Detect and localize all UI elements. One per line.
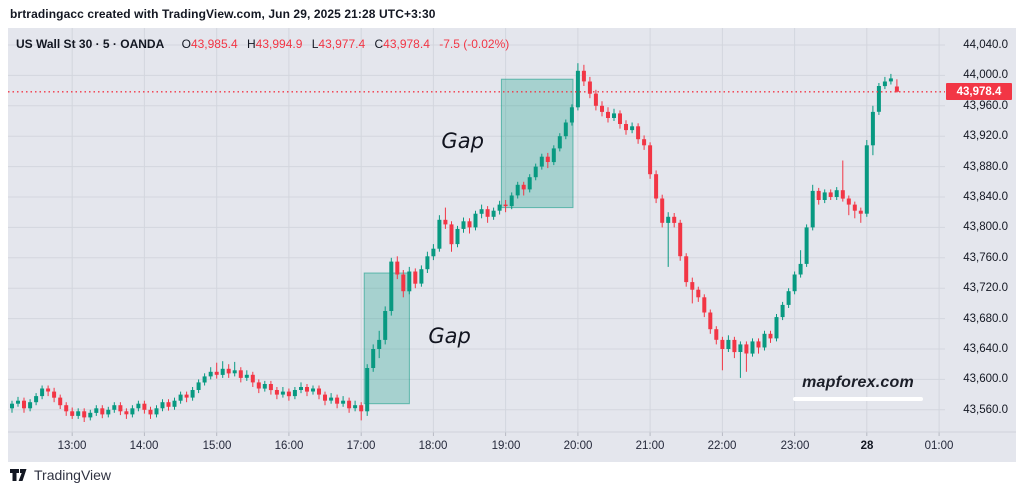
open-label: O: [181, 37, 191, 51]
close-label: C: [374, 37, 384, 51]
change-value: -7.5 (-0.02%): [439, 37, 510, 51]
price-tick-label: 43,840.0: [963, 191, 1008, 203]
tradingview-logo-icon: [10, 468, 27, 481]
close-value: 43,978.4: [383, 37, 430, 51]
high-label: H: [247, 37, 256, 51]
watermark: mapforex.com: [793, 374, 923, 401]
price-tick-label: 43,560.0: [963, 404, 1008, 416]
price-tick-label: 43,920.0: [963, 130, 1008, 142]
price-tick-label: 43,600.0: [963, 373, 1008, 385]
watermark-underline: [793, 397, 923, 401]
time-tick-label: 21:00: [635, 440, 665, 452]
symbol-title[interactable]: US Wall St 30 · 5 · OANDA: [16, 37, 165, 51]
last-price-badge: 43,978.4: [946, 83, 1012, 100]
attribution-text: brtradingacc created with TradingView.co…: [10, 7, 436, 21]
time-tick-label: 15:00: [202, 440, 232, 452]
time-tick-label: 20:00: [563, 440, 593, 452]
open-value: 43,985.4: [190, 37, 238, 51]
price-tick-label: 44,040.0: [963, 39, 1008, 51]
tradingview-brand-text: TradingView: [34, 467, 112, 483]
low-label: L: [311, 37, 319, 51]
price-tick-label: 43,720.0: [963, 282, 1008, 294]
price-tick-label: 43,960.0: [963, 100, 1008, 112]
time-tick-label: 28: [860, 440, 874, 452]
time-tick-label: 18:00: [418, 440, 448, 452]
price-tick-label: 43,640.0: [963, 343, 1008, 355]
gap-label[interactable]: Gap: [428, 324, 471, 348]
price-tick-label: 43,800.0: [963, 221, 1008, 233]
watermark-text: mapforex.com: [802, 374, 914, 391]
footer-brand[interactable]: TradingView: [10, 467, 111, 483]
price-tick-label: 43,760.0: [963, 252, 1008, 264]
attribution-bar: brtradingacc created with TradingView.co…: [10, 0, 436, 28]
time-tick-label: 17:00: [346, 440, 376, 452]
time-tick-label: 19:00: [491, 440, 521, 452]
price-tick-label: 43,880.0: [963, 161, 1008, 173]
time-tick-label: 16:00: [274, 440, 304, 452]
time-tick-label: 23:00: [780, 440, 810, 452]
low-value: 43,977.4: [318, 37, 366, 51]
price-tick-label: 43,680.0: [963, 313, 1008, 325]
time-tick-label: 14:00: [129, 440, 159, 452]
symbol-legend[interactable]: US Wall St 30 · 5 · OANDA O43,985.4 H43,…: [16, 37, 509, 51]
time-tick-label: 01:00: [924, 440, 954, 452]
price-tick-label: 44,000.0: [963, 69, 1008, 81]
high-value: 43,994.9: [255, 37, 303, 51]
gap-label[interactable]: Gap: [441, 129, 484, 153]
time-tick-label: 22:00: [707, 440, 737, 452]
time-tick-label: 13:00: [57, 440, 87, 452]
